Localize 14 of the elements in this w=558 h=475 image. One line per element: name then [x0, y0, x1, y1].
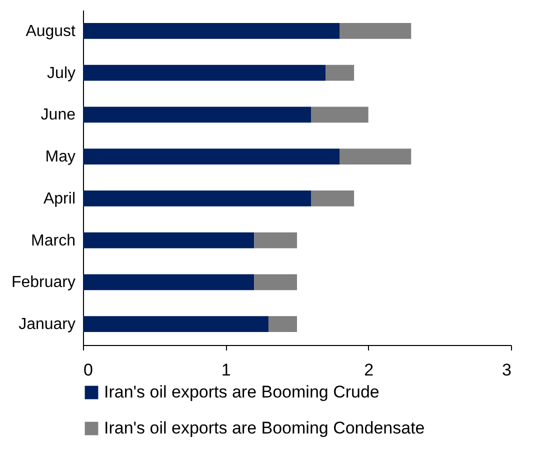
- y-tick-label: April: [43, 190, 76, 208]
- y-tick-label: May: [45, 148, 76, 166]
- y-tick-label: August: [26, 22, 76, 40]
- legend-label: Iran's oil exports are Booming Condensate: [104, 418, 425, 438]
- x-tick-label: 3: [502, 360, 512, 380]
- y-tick-label: July: [47, 64, 76, 82]
- legend-label: Iran's oil exports are Booming Crude: [104, 382, 380, 402]
- y-tick-label: January: [18, 316, 76, 334]
- y-tick-label: February: [11, 274, 76, 292]
- x-tick-label: 2: [364, 360, 374, 380]
- x-tick-label: 0: [84, 360, 93, 380]
- x-tick-label: 1: [221, 360, 231, 380]
- y-tick-label: March: [31, 232, 76, 250]
- y-tick-label: June: [40, 106, 76, 124]
